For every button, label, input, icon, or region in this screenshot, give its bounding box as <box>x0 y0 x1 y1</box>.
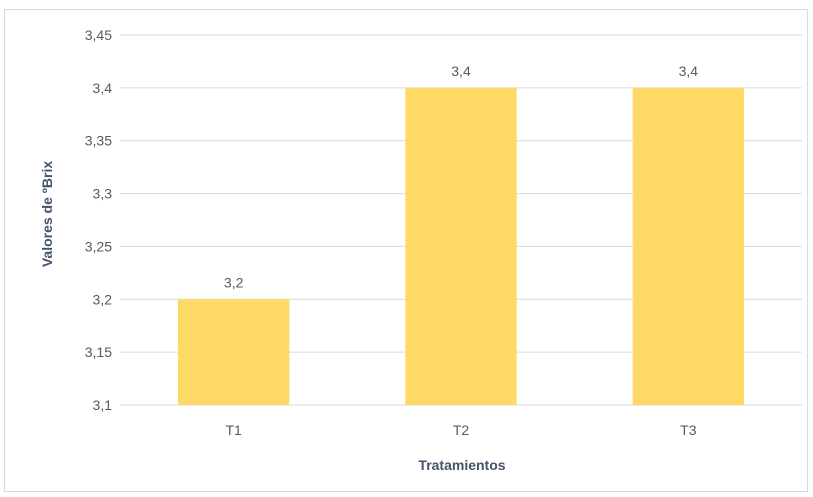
x-axis-title: Tratamientos <box>418 457 505 473</box>
x-tick-label-t2: T2 <box>453 422 470 438</box>
y-tick-label: 3,45 <box>85 27 112 43</box>
y-tick-label: 3,1 <box>93 397 113 413</box>
y-axis-ticks: 3,1 3,15 3,2 3,25 3,3 3,35 3,4 3,45 <box>85 27 112 413</box>
bar-t1 <box>177 299 290 405</box>
data-label-t3: 3,4 <box>679 63 699 79</box>
data-labels: 3,2 3,4 3,4 <box>224 63 698 290</box>
data-label-t1: 3,2 <box>224 274 244 290</box>
y-tick-label: 3,2 <box>93 291 113 307</box>
bar-t2 <box>405 87 517 405</box>
x-tick-label-t1: T1 <box>225 422 242 438</box>
data-label-t2: 3,4 <box>451 63 471 79</box>
bar-t3 <box>632 87 745 405</box>
y-axis-title: Valores de ºBrix <box>39 161 55 267</box>
y-tick-label: 3,35 <box>85 133 112 149</box>
y-tick-label: 3,3 <box>93 186 113 202</box>
bars <box>177 87 745 405</box>
x-axis-ticks: T1 T2 T3 <box>225 422 696 438</box>
x-tick-label-t3: T3 <box>680 422 697 438</box>
y-tick-label: 3,25 <box>85 238 112 254</box>
y-tick-label: 3,15 <box>85 344 112 360</box>
y-tick-label: 3,4 <box>93 80 113 96</box>
